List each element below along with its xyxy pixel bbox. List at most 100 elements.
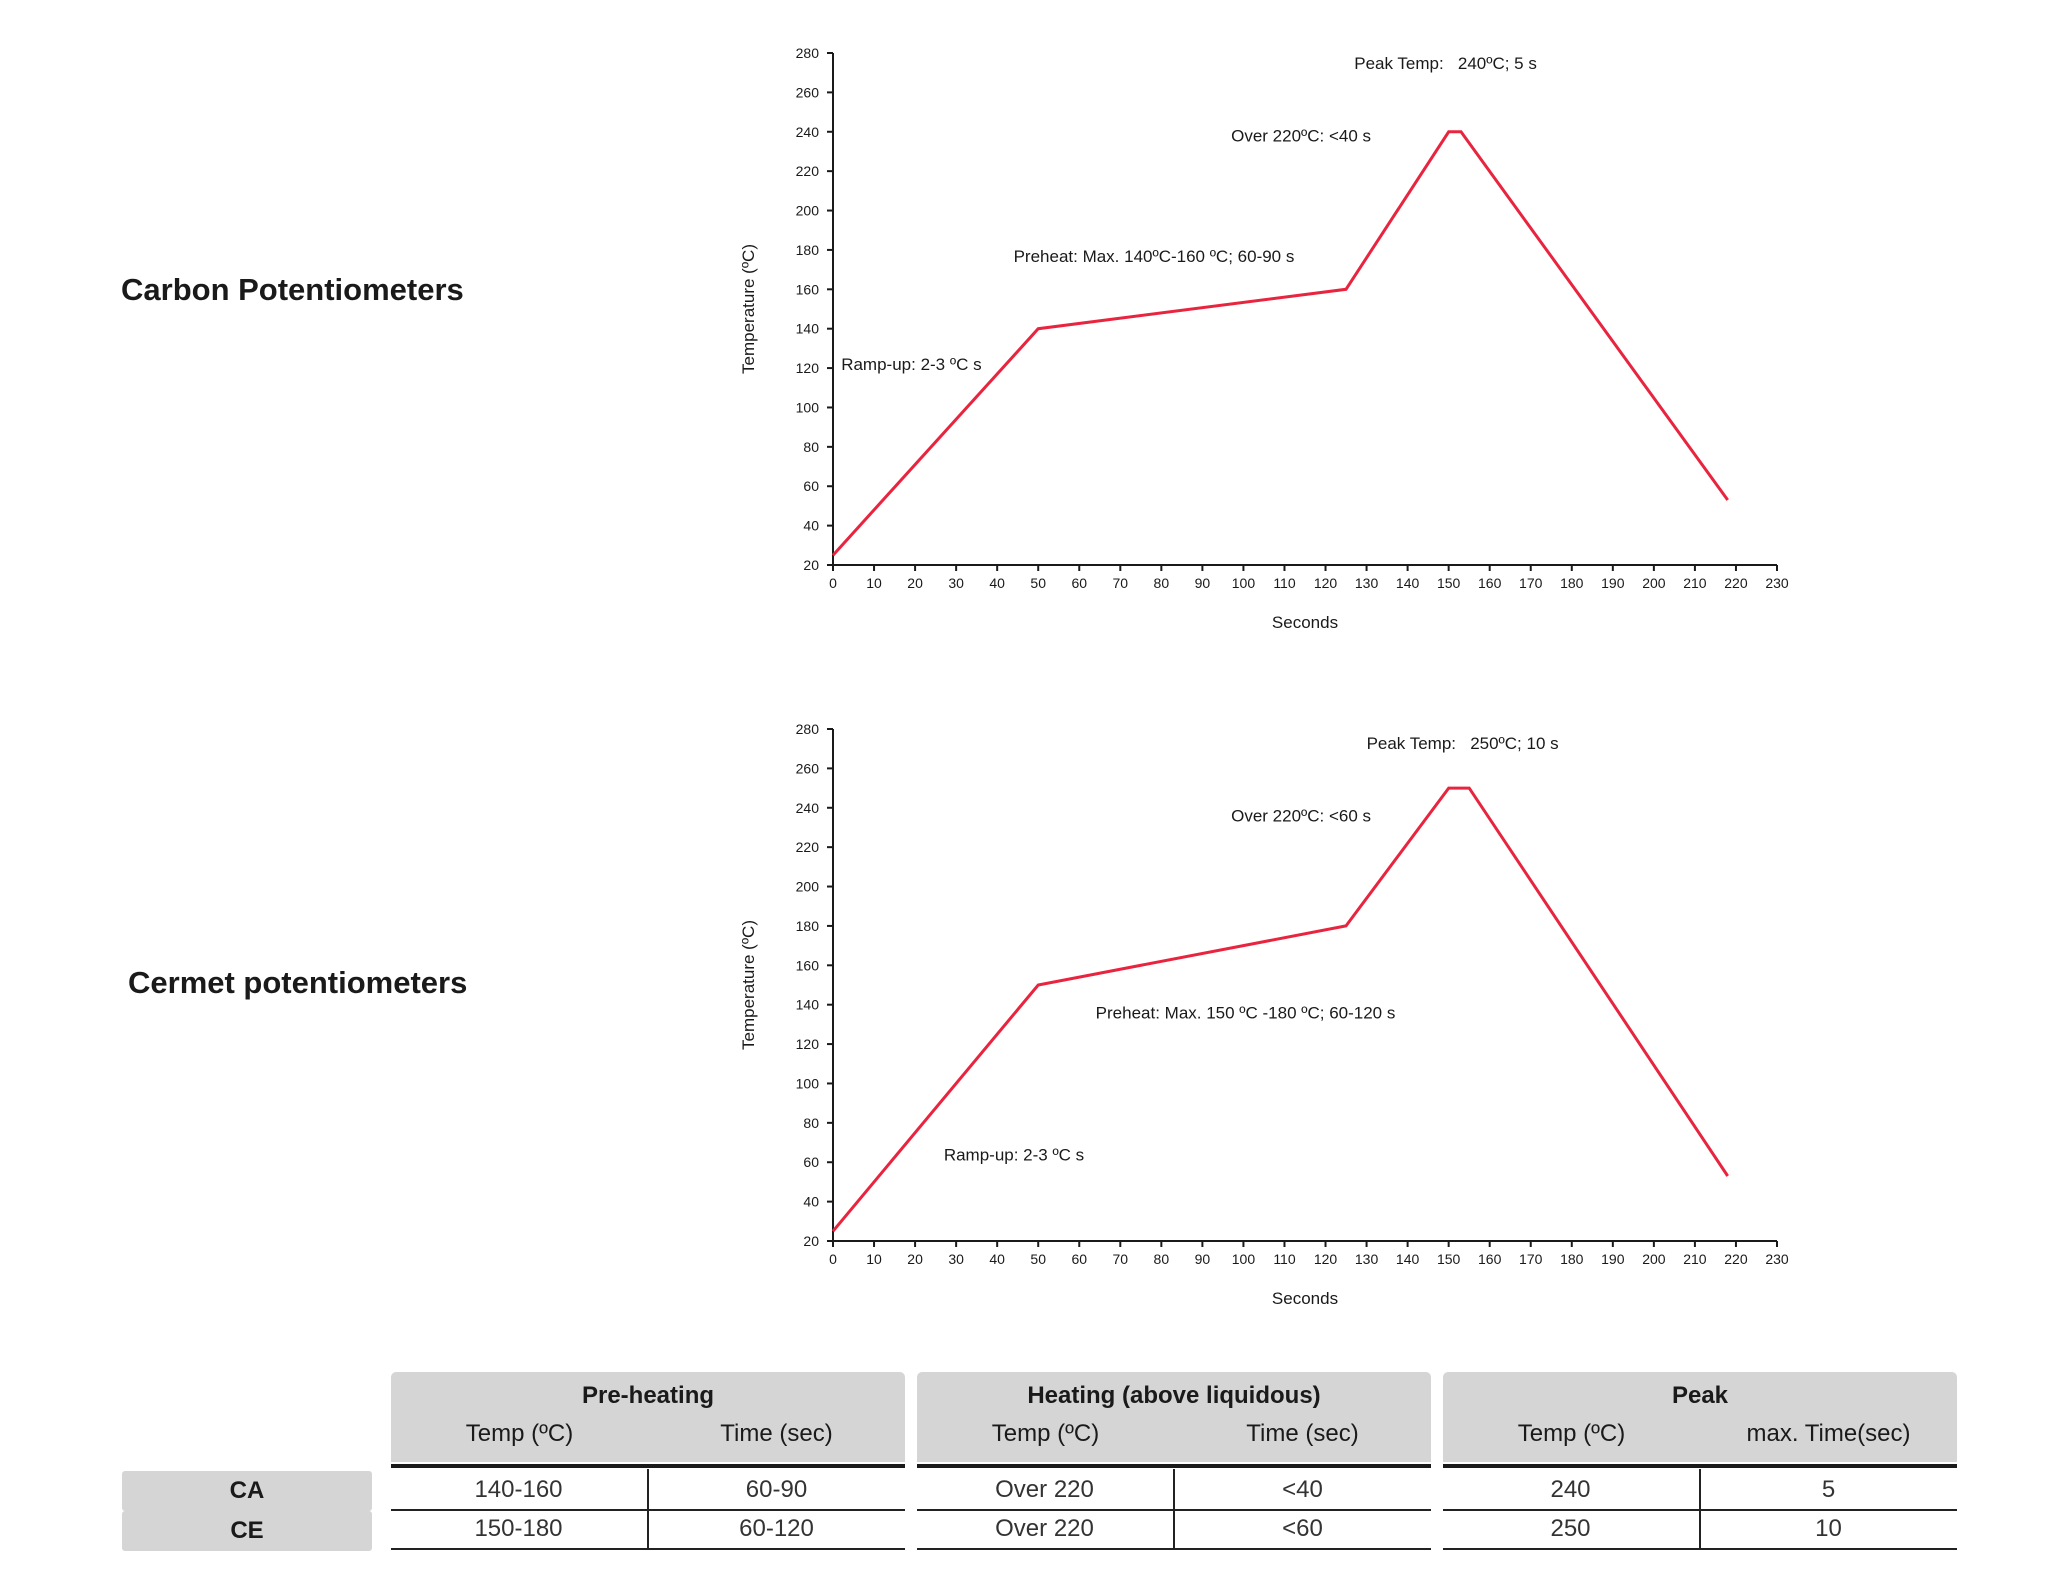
- y-tick-label: 200: [796, 203, 820, 219]
- temperature-profile-line: [831, 786, 1729, 1233]
- header-rule: [917, 1464, 1431, 1468]
- table-cell: 5: [1821, 1476, 1836, 1503]
- y-tick-label: 40: [803, 518, 819, 534]
- y-tick-label: 40: [803, 1194, 819, 1210]
- x-tick-label: 170: [1519, 1251, 1543, 1267]
- x-tick-label: 60: [1071, 1251, 1087, 1267]
- x-tick-label: 110: [1273, 1251, 1296, 1267]
- column-header: Time (sec): [720, 1420, 833, 1447]
- x-tick-label: 190: [1601, 1251, 1625, 1267]
- x-tick-label: 120: [1314, 1251, 1338, 1267]
- group-title: Pre-heating: [581, 1382, 715, 1409]
- y-tick-label: 280: [796, 721, 820, 737]
- y-tick-label: 20: [803, 557, 819, 573]
- x-tick-label: 70: [1113, 575, 1129, 591]
- annotation-label: Ramp-up: 2-3 ºC s: [944, 1145, 1084, 1164]
- column-divider: [1173, 1469, 1175, 1549]
- y-tick-label: 180: [796, 242, 820, 258]
- row-rule: [917, 1548, 1431, 1550]
- annotation-label: Preheat: Max. 140ºC-160 ºC; 60-90 s: [1014, 247, 1295, 266]
- column-header: Temp (ºC): [1517, 1420, 1626, 1447]
- annotation-label: Over 220ºC: <40 s: [1231, 127, 1371, 146]
- y-tick-label: 240: [796, 124, 820, 140]
- x-tick-label: 180: [1560, 1251, 1584, 1267]
- y-tick-label: 200: [796, 879, 820, 895]
- y-tick-label: 180: [796, 918, 820, 934]
- x-tick-label: 210: [1683, 575, 1707, 591]
- column-header: Temp (ºC): [465, 1420, 574, 1447]
- y-tick-label: 80: [803, 439, 819, 455]
- y-axis-label: Temperature (ºC): [739, 920, 758, 1050]
- y-tick-label: 60: [803, 478, 819, 494]
- x-tick-label: 40: [989, 575, 1005, 591]
- x-tick-label: 50: [1030, 575, 1046, 591]
- group-header-heating: Heating (above liquidous) Temp (ºC) Time…: [917, 1372, 1431, 1462]
- x-tick-label: 230: [1765, 1251, 1789, 1267]
- annotation-label: Ramp-up: 2-3 ºC s: [841, 355, 981, 374]
- x-tick-label: 0: [829, 1251, 837, 1267]
- x-tick-label: 160: [1478, 575, 1502, 591]
- column-divider: [1699, 1469, 1701, 1549]
- row-label-ca: CA: [122, 1471, 372, 1511]
- x-tick-label: 30: [948, 575, 964, 591]
- x-tick-label: 200: [1642, 1251, 1666, 1267]
- y-tick-label: 100: [796, 399, 820, 415]
- table-cell: Over 220: [995, 1515, 1094, 1542]
- x-tick-label: 200: [1642, 575, 1666, 591]
- table-cell: <60: [1282, 1515, 1323, 1542]
- y-tick-label: 260: [796, 760, 820, 776]
- y-tick-label: 240: [796, 800, 820, 816]
- x-tick-label: 220: [1724, 575, 1748, 591]
- annotation-label: Over 220ºC: <60 s: [1231, 807, 1371, 826]
- x-tick-label: 20: [907, 1251, 923, 1267]
- group-header-preheating: Pre-heating Temp (ºC) Time (sec): [391, 1372, 905, 1462]
- x-tick-label: 50: [1030, 1251, 1046, 1267]
- table-cell: 150-180: [474, 1515, 563, 1542]
- group-title: Heating (above liquidous): [1027, 1382, 1321, 1409]
- y-tick-label: 20: [803, 1233, 819, 1249]
- x-tick-label: 190: [1601, 575, 1625, 591]
- row-rule: [1443, 1548, 1957, 1550]
- x-tick-label: 210: [1683, 1251, 1707, 1267]
- x-tick-label: 150: [1437, 575, 1461, 591]
- y-tick-label: 120: [796, 1036, 820, 1052]
- y-tick-label: 80: [803, 1115, 819, 1131]
- x-tick-label: 220: [1724, 1251, 1748, 1267]
- y-tick-label: 140: [796, 997, 820, 1013]
- x-axis-label: Seconds: [1272, 613, 1338, 632]
- x-tick-label: 130: [1355, 575, 1379, 591]
- x-tick-label: 90: [1195, 1251, 1211, 1267]
- y-tick-label: 220: [796, 163, 820, 179]
- table-cell: 140-160: [474, 1476, 563, 1503]
- reflow-chart-cermet: 20 40 60 80 100 120 140 160 180 200 220 240 260 280 0 1…: [739, 721, 1789, 1308]
- x-tick-label: 100: [1232, 575, 1256, 591]
- table-cell: 240: [1550, 1476, 1591, 1503]
- header-rule: [391, 1464, 905, 1468]
- table-cell: <40: [1282, 1476, 1323, 1503]
- column-divider: [647, 1469, 649, 1549]
- x-tick-label: 80: [1154, 1251, 1170, 1267]
- table-cell: Over 220: [995, 1476, 1094, 1503]
- x-tick-label: 180: [1560, 575, 1584, 591]
- x-tick-label: 170: [1519, 575, 1543, 591]
- annotation-label: Peak Temp: 240ºC; 5 s: [1354, 54, 1537, 73]
- table-cell: 250: [1550, 1515, 1591, 1542]
- table-cell: 60-120: [739, 1515, 814, 1542]
- x-tick-label: 10: [866, 1251, 882, 1267]
- annotation-label: Preheat: Max. 150 ºC -180 ºC; 60-120 s: [1096, 1004, 1396, 1023]
- x-tick-label: 160: [1478, 1251, 1502, 1267]
- y-tick-label: 220: [796, 839, 820, 855]
- y-tick-label: 140: [796, 321, 820, 337]
- x-tick-label: 40: [989, 1251, 1005, 1267]
- x-tick-label: 130: [1355, 1251, 1379, 1267]
- section-title-carbon: Carbon Potentiometers: [121, 272, 464, 307]
- y-tick-label: 160: [796, 957, 820, 973]
- y-tick-label: 160: [796, 281, 820, 297]
- x-tick-label: 20: [907, 575, 923, 591]
- x-tick-label: 100: [1232, 1251, 1256, 1267]
- y-tick-label: 60: [803, 1154, 819, 1170]
- x-tick-label: 110: [1273, 575, 1296, 591]
- x-tick-label: 0: [829, 575, 837, 591]
- table-cell: 60-90: [745, 1476, 808, 1503]
- x-tick-label: 150: [1437, 1251, 1461, 1267]
